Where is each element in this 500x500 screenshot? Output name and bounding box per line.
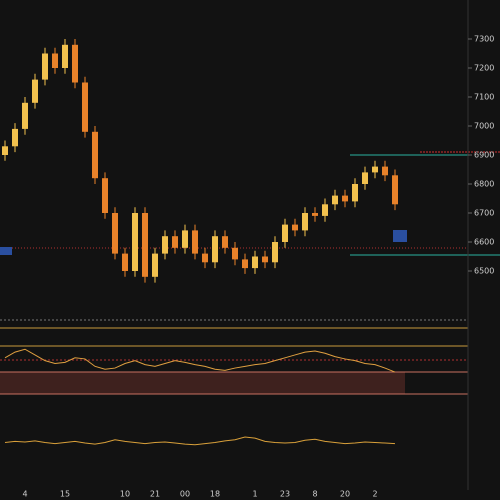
y-tick-label: 7100 <box>474 93 494 102</box>
indicator-line <box>4 348 396 373</box>
candle-body <box>22 102 28 129</box>
x-tick-label: 8 <box>312 490 317 499</box>
x-tick-label: 15 <box>60 490 70 499</box>
candle-body <box>2 146 8 155</box>
y-tick-label: 6600 <box>474 238 494 247</box>
candle-body <box>242 259 248 269</box>
x-tick-label: 00 <box>180 490 190 499</box>
x-tick-label: 4 <box>22 490 27 499</box>
y-tick-label: 7200 <box>474 64 494 73</box>
candle-body <box>162 236 168 254</box>
candle-body <box>142 213 148 277</box>
candle-body <box>332 195 338 205</box>
y-tick-label: 6500 <box>474 267 494 276</box>
y-tick-label: 7000 <box>474 122 494 131</box>
x-tick-label: 21 <box>150 490 160 499</box>
candle-body <box>232 247 238 260</box>
candle-body <box>92 131 98 179</box>
x-tick-label: 23 <box>280 490 290 499</box>
candle-body <box>302 213 308 231</box>
zone <box>0 372 405 394</box>
candle-body <box>222 236 228 248</box>
x-tick-label: 1 <box>252 490 257 499</box>
candle-body <box>102 178 108 213</box>
x-tick-label: 2 <box>372 490 377 499</box>
marker <box>393 230 407 242</box>
x-tick-label: 10 <box>120 490 130 499</box>
candle-body <box>112 213 118 254</box>
x-tick-label: 18 <box>210 490 220 499</box>
candle-body <box>352 184 358 202</box>
candle-body <box>82 82 88 132</box>
candle-body <box>392 175 398 205</box>
candle-body <box>192 230 198 254</box>
candle-body <box>122 253 128 271</box>
candle-body <box>212 236 218 263</box>
candle-body <box>322 204 328 216</box>
y-tick-label: 7300 <box>474 35 494 44</box>
candle-body <box>172 236 178 248</box>
y-tick-label: 6800 <box>474 180 494 189</box>
candle-body <box>12 128 18 147</box>
candle-body <box>382 166 388 176</box>
y-tick-label: 6700 <box>474 209 494 218</box>
candle-body <box>42 53 48 80</box>
candle-body <box>202 253 208 263</box>
candle-body <box>152 253 158 277</box>
candle-body <box>272 242 278 263</box>
candle-body <box>312 213 318 216</box>
candle-body <box>372 166 378 173</box>
candle-body <box>32 79 38 103</box>
candle-body <box>52 53 58 68</box>
indicator-line <box>4 436 396 446</box>
candle-body <box>182 230 188 248</box>
candle-body <box>282 224 288 242</box>
candle-body <box>262 256 268 263</box>
candle-body <box>252 256 258 269</box>
candle-body <box>132 213 138 271</box>
candle-body <box>72 44 78 83</box>
candle-body <box>362 172 368 184</box>
y-tick-label: 6900 <box>474 151 494 160</box>
candle-body <box>342 195 348 202</box>
candle-body <box>62 44 68 68</box>
candle-body <box>292 224 298 231</box>
x-tick-label: 20 <box>340 490 350 499</box>
marker <box>0 247 12 255</box>
